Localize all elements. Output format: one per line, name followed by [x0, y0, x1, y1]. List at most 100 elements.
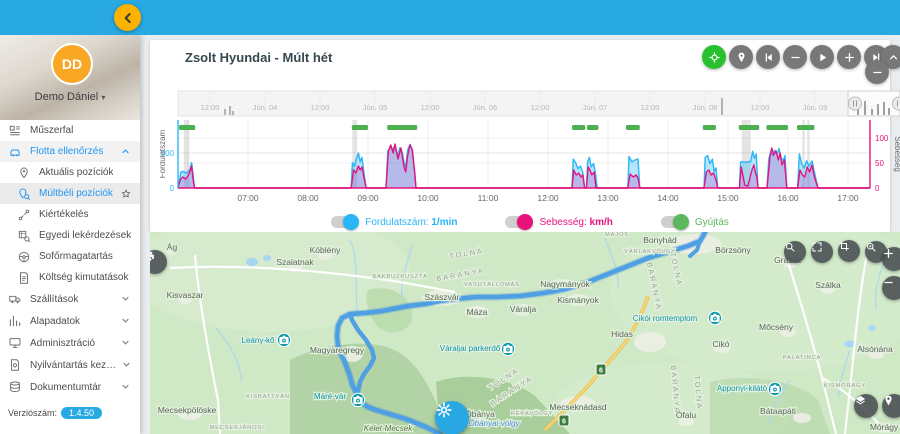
town-label: Alsónána [857, 344, 893, 354]
skipb-icon [762, 51, 775, 64]
map[interactable]: 6 6 TOLNA BARANYA TOLNA BARANYA TOLNA BARANYA BA… [150, 232, 900, 434]
sidebar-item-sz-ll-t-sok[interactable]: Szállítások [0, 288, 140, 310]
favorite-star-icon[interactable] [120, 188, 132, 200]
legend-label: Fordulatszám: 1/min [365, 216, 458, 228]
route-icon [17, 208, 31, 222]
sidebar-item-k-lts-g-kimutat-sok[interactable]: Költség kimutatások [0, 267, 140, 288]
chart-legend: Fordulatszám: 1/min Sebesség: km/h Gyújtás [160, 210, 900, 234]
user-card[interactable]: DD Demo Dániel ▾ [0, 35, 140, 120]
map-zoom-area-button[interactable] [865, 241, 887, 263]
chevron-down-icon [120, 293, 132, 305]
town-label: Mecsekpölöske [158, 405, 217, 415]
area-label: KISBATTYÁN [246, 393, 290, 400]
content: Zsolt Hyundai - Múlt hét 12:00 Jún. 04 12:… [140, 35, 900, 434]
registry-icon [8, 358, 22, 372]
x-axis-label: 10:00 [417, 193, 439, 203]
camera-poi-icon[interactable] [767, 381, 783, 397]
map-crop-button[interactable] [838, 240, 860, 262]
sidebar-item-alapadatok[interactable]: Alapadatok [0, 310, 140, 332]
map-fullscreen-button[interactable] [811, 241, 833, 263]
map-print-button[interactable] [150, 250, 167, 274]
chart-svg[interactable]: 12:00 Jún. 04 12:00 Jún. 05 12:00 Jún. 06 12:0… [156, 83, 900, 237]
toggle-switch[interactable] [331, 214, 360, 230]
truck-icon [8, 292, 22, 306]
route-polyline-branch[interactable] [347, 311, 377, 395]
geofence-button[interactable] [729, 45, 753, 69]
poi-label: Apponyi-kilátó [717, 384, 768, 393]
avatar-initials: DD [61, 56, 83, 72]
ignition-bar [351, 125, 368, 130]
zoom-out-button[interactable] [783, 45, 807, 69]
camera-poi-icon[interactable] [707, 310, 723, 326]
sidebar-item-m-szerfal[interactable]: Műszerfal [0, 120, 140, 141]
sidebar-item-label: Műszerfal [30, 125, 74, 136]
ignition-bar [572, 125, 586, 130]
costs-icon [17, 271, 31, 285]
legend-toggle-gyjts[interactable]: Gyújtás [660, 214, 729, 230]
sidebar-item-label: Egyedi lekérdezések [39, 230, 132, 241]
sidebar-item-flotta-ellen-rz-s[interactable]: Flotta ellenőrzés [0, 141, 140, 162]
map-zoom-in-button[interactable] [882, 247, 900, 271]
area-label: VASÚTÁLLOMÁS [464, 281, 520, 288]
sidebar-item-sof-rmagatart-s[interactable]: Sofőrmagatartás [0, 246, 140, 267]
sidebar-item-label: Sofőrmagatartás [39, 251, 113, 262]
town-label: Mórágy [870, 422, 899, 432]
back-button[interactable] [114, 4, 141, 31]
legend-toggle-fordulatszm[interactable]: Fordulatszám: 1/min [331, 214, 458, 230]
sidebar-item-egyedi-lek-rdez-sek[interactable]: Egyedi lekérdezések [0, 225, 140, 246]
sidebar-item-m-ltb-li-poz-ci-k[interactable]: Múltbéli pozíciók [0, 183, 140, 204]
y-left-axis-title: Fordulatszám [160, 129, 167, 178]
x-axis-label: 14:00 [657, 193, 679, 203]
target-icon [708, 51, 721, 64]
sidebar-item-label: Dokumentumtár [30, 381, 102, 393]
town-label: Kismányok [557, 295, 599, 305]
x-axis-label: 15:00 [717, 193, 739, 203]
camera-poi-icon[interactable] [350, 392, 366, 408]
sidebar-item-aktu-lis-poz-ci-k[interactable]: Aktuális pozíciók [0, 162, 140, 183]
map-layers-button[interactable] [854, 394, 878, 418]
toggle-switch[interactable] [660, 214, 689, 230]
map-settings-button[interactable] [435, 401, 469, 434]
town-label: Hidas [611, 329, 633, 339]
navigator-handle[interactable] [848, 96, 862, 111]
svg-text:0: 0 [170, 184, 175, 193]
map-zoom-search-button[interactable] [784, 241, 806, 263]
skip-back-button[interactable] [756, 45, 780, 69]
svg-text:6: 6 [599, 368, 603, 375]
chevU-icon [887, 51, 900, 64]
town-label: Szászvár [425, 292, 460, 302]
version-row: Verziószám: 1.4.50 [8, 407, 103, 419]
navigator-handle[interactable] [892, 96, 900, 111]
ignition-bar [766, 125, 788, 130]
chart-navigator[interactable] [177, 90, 900, 117]
chart[interactable]: 12:00 Jún. 04 12:00 Jún. 05 12:00 Jún. 06 12:0… [156, 83, 900, 237]
zoom-in-button[interactable] [837, 45, 861, 69]
town-label: Máza [467, 307, 488, 317]
user-name: Demo Dániel ▾ [34, 91, 106, 103]
play-button[interactable] [810, 45, 834, 69]
map-poi-button[interactable] [882, 394, 900, 418]
skipf-icon [870, 51, 883, 64]
route-polyline[interactable] [334, 232, 708, 434]
locate-button[interactable] [702, 45, 726, 69]
sidebar-item-dokumentumt-r[interactable]: Dokumentumtár [0, 376, 140, 398]
town-label: Magyaregregy [310, 345, 365, 355]
poi-label: Máré-vár [314, 392, 346, 401]
legend-toggle-sebessg[interactable]: Sebesség: km/h [505, 214, 613, 230]
toggle-switch[interactable] [505, 214, 534, 230]
chart-card: Zsolt Hyundai - Múlt hét 12:00 Jún. 04 12:… [150, 40, 900, 232]
map-zoom-out-button[interactable] [882, 276, 900, 300]
x-axis-label: 13:00 [597, 193, 619, 203]
docs-icon [8, 380, 22, 394]
sidebar-item-adminisztr-ci-[interactable]: Adminisztráció [0, 332, 140, 354]
collapse-panel-button[interactable] [865, 60, 889, 84]
sidebar-item-ki-rt-kel-s[interactable]: Kiértékelés [0, 204, 140, 225]
svg-text:6: 6 [562, 419, 566, 426]
camera-poi-icon[interactable] [276, 332, 292, 348]
sidebar-item-nyilv-ntart-s-kezel-s[interactable]: Nyilvántartás kezelés [0, 354, 140, 376]
sidebar-item-label: Aktuális pozíciók [39, 167, 114, 178]
chevron-down-icon [120, 315, 132, 327]
minus-icon [871, 66, 884, 79]
camera-poi-icon[interactable] [500, 341, 516, 357]
